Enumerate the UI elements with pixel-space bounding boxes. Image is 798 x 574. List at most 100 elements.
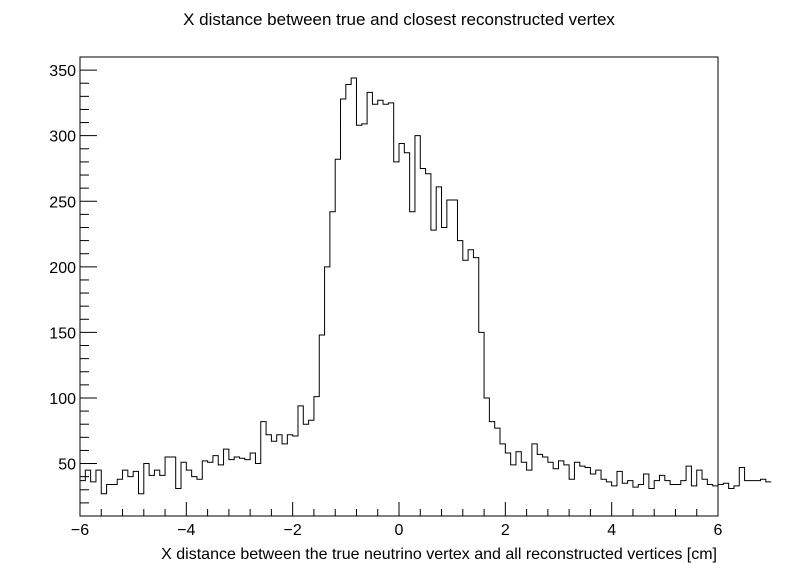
histogram-bin (638, 485, 643, 516)
histogram-bin (766, 482, 771, 516)
histogram-bin (532, 444, 537, 516)
chart-title: X distance between true and closest reco… (183, 10, 615, 29)
histogram-bin (644, 474, 649, 516)
histogram-bin (266, 435, 271, 516)
histogram-bin (415, 136, 420, 516)
histogram-bin (750, 481, 755, 516)
histogram-bin (468, 250, 473, 516)
histogram-bin (473, 258, 478, 516)
histogram-bin (282, 444, 287, 516)
histogram-bin (511, 465, 516, 516)
histogram-bin (277, 435, 282, 516)
histogram-bin (271, 441, 276, 516)
histogram-bin (138, 494, 143, 516)
histogram-bin (691, 486, 696, 516)
histogram-bin (585, 467, 590, 516)
histogram-bin (91, 482, 96, 516)
histogram-bin (431, 230, 436, 516)
histogram-bin (117, 479, 122, 516)
histogram-bin (378, 100, 383, 516)
histogram-bin (372, 104, 377, 516)
histogram-bin (633, 487, 638, 516)
histogram-bin (367, 92, 372, 516)
histogram-bin (745, 481, 750, 516)
histogram-bin (675, 485, 680, 516)
histogram-bin (734, 486, 739, 516)
histogram-bin (356, 125, 361, 516)
histogram-bins (80, 78, 771, 516)
histogram-bin (553, 469, 558, 516)
histogram-bin (186, 470, 191, 516)
histogram-bin (442, 227, 447, 516)
histogram-bin (229, 460, 234, 516)
histogram-bin (463, 260, 468, 516)
x-tick-label: −6 (71, 522, 89, 539)
histogram-bin (213, 456, 218, 516)
x-axis: −6 −4 −2 0 2 4 6 (71, 502, 723, 539)
histogram-bin (622, 483, 627, 516)
histogram-bin (516, 452, 521, 516)
histogram-bin (293, 436, 298, 516)
histogram-bin (447, 200, 452, 516)
histogram-bin (426, 174, 431, 516)
histogram-bin (261, 422, 266, 516)
histogram-bin (537, 454, 542, 516)
histogram-bin (601, 479, 606, 516)
histogram-bin (612, 486, 617, 516)
histogram-bin (149, 475, 154, 516)
histogram-bin (505, 453, 510, 516)
histogram-bin (702, 479, 707, 516)
histogram-bin (101, 494, 106, 516)
histogram-bin (234, 457, 239, 516)
histogram-bin (527, 470, 532, 516)
x-axis-label: X distance between the true neutrino ver… (161, 546, 717, 563)
histogram-bin (707, 485, 712, 516)
histogram-bin (240, 458, 245, 516)
histogram-bin (303, 424, 308, 516)
histogram-bin (383, 104, 388, 516)
histogram-bin (457, 241, 462, 516)
histogram-bin (112, 485, 117, 516)
histogram-bin (399, 144, 404, 516)
histogram-bin (495, 428, 500, 516)
histogram-bin (245, 460, 250, 516)
histogram-bin (559, 461, 564, 516)
histogram-bin (548, 462, 553, 516)
histogram-bin (170, 457, 175, 516)
histogram-bin (133, 471, 138, 516)
histogram-bin (144, 464, 149, 516)
histogram-bin (596, 470, 601, 516)
x-tick-label: −4 (177, 522, 195, 539)
histogram-bin (160, 475, 165, 516)
histogram-bin (574, 462, 579, 516)
histogram-bin (250, 453, 255, 516)
histogram-bin (761, 479, 766, 516)
histogram-bin (309, 420, 314, 516)
histogram-bin (489, 422, 494, 516)
histogram-bin (654, 481, 659, 516)
histogram-bin (128, 477, 133, 516)
histogram-bin (729, 488, 734, 516)
histogram-bin (154, 470, 159, 516)
y-tick-label: 250 (49, 194, 76, 211)
histogram-bin (202, 461, 207, 516)
histogram-bin (521, 462, 526, 516)
histogram-bin (649, 488, 654, 516)
histogram-bin (436, 187, 441, 516)
histogram-bin (176, 488, 181, 516)
histogram-bin (218, 465, 223, 516)
histogram-bin (479, 332, 484, 516)
y-tick-label: 300 (49, 129, 76, 146)
x-tick-label: 4 (607, 522, 616, 539)
histogram-bin (314, 397, 319, 516)
x-tick-label: −2 (284, 522, 302, 539)
histogram-bin (192, 477, 197, 516)
histogram-bin (617, 471, 622, 516)
histogram-bin (388, 103, 393, 516)
histogram-bin (351, 78, 356, 516)
histogram-bin (341, 99, 346, 516)
histogram-bin (420, 168, 425, 516)
y-tick-label: 100 (49, 391, 76, 408)
histogram-bin (628, 481, 633, 516)
